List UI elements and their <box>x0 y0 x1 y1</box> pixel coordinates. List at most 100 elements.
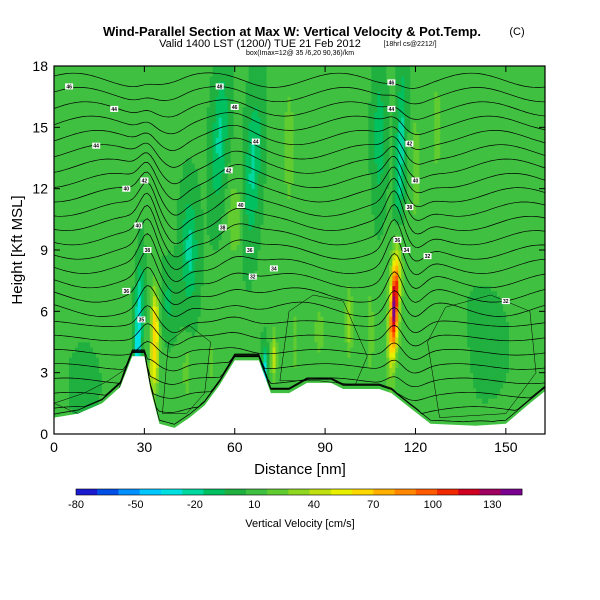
heatmap-cell <box>455 382 459 389</box>
heatmap-cell <box>449 367 453 374</box>
heatmap-cell <box>260 342 264 348</box>
heatmap-cell <box>419 377 423 384</box>
heatmap-cell <box>506 357 510 363</box>
heatmap-cell <box>212 388 217 394</box>
heatmap-cell <box>65 342 70 348</box>
heatmap-cell <box>179 398 184 404</box>
heatmap-cell <box>467 377 471 384</box>
heatmap-cell <box>500 403 504 409</box>
heatmap-cell <box>263 280 267 287</box>
heatmap-cell <box>470 382 474 389</box>
heatmap-cell <box>440 342 444 348</box>
heatmap-cell <box>479 301 483 307</box>
heatmap-cell <box>125 321 130 328</box>
heatmap-cell <box>77 393 82 399</box>
heatmap-cell <box>164 403 169 409</box>
heatmap-cell <box>155 290 160 297</box>
heatmap-cell <box>179 316 184 322</box>
heatmap-cell <box>530 382 534 389</box>
heatmap-cell <box>149 377 154 384</box>
heatmap-cell <box>389 316 393 322</box>
heatmap-cell <box>107 301 112 307</box>
heatmap-cell <box>134 306 139 312</box>
heatmap-cell <box>404 331 408 338</box>
heatmap-cell <box>335 352 339 358</box>
heatmap-cell <box>152 331 157 338</box>
heatmap-cell <box>485 285 489 292</box>
heatmap-cell <box>389 347 393 353</box>
heatmap-cell <box>416 393 420 399</box>
heatmap-cell <box>518 285 522 292</box>
heatmap-cell <box>407 393 411 399</box>
heatmap-cell <box>386 342 390 348</box>
heatmap-cell <box>413 280 417 287</box>
heatmap-cell <box>311 362 315 368</box>
heatmap-cell <box>419 290 423 297</box>
heatmap-cell <box>104 362 109 368</box>
heatmap-cell <box>173 408 178 414</box>
heatmap-cell <box>113 372 118 379</box>
heatmap-cell <box>89 382 94 389</box>
heatmap-cell <box>227 301 231 307</box>
heatmap-cell <box>203 290 208 297</box>
heatmap-cell <box>473 290 477 297</box>
heatmap-cell <box>494 342 498 348</box>
heatmap-cell <box>446 382 450 389</box>
heatmap-cell <box>380 280 384 287</box>
heatmap-cell <box>407 290 411 297</box>
heatmap-cell <box>251 311 255 317</box>
heatmap-cell <box>389 311 393 317</box>
heatmap-cell <box>263 326 267 333</box>
heatmap-cell <box>380 321 384 328</box>
heatmap-cell <box>83 388 88 394</box>
heatmap-cell <box>68 321 73 328</box>
heatmap-cell <box>374 301 378 307</box>
heatmap-cell <box>263 316 267 322</box>
heatmap-cell <box>476 403 480 409</box>
heatmap-cell <box>476 306 480 312</box>
heatmap-cell <box>461 342 465 348</box>
heatmap-cell <box>101 342 106 348</box>
heatmap-cell <box>143 342 148 348</box>
heatmap-cell <box>206 296 211 302</box>
heatmap-cell <box>503 388 507 394</box>
heatmap-cell <box>233 311 237 317</box>
heatmap-cell <box>212 331 217 338</box>
heatmap-cell <box>458 285 462 292</box>
heatmap-cell <box>374 296 378 302</box>
heatmap-cell <box>521 285 525 292</box>
heatmap-cell <box>506 377 510 384</box>
heatmap-cell <box>314 342 318 348</box>
heatmap-cell <box>437 393 441 399</box>
heatmap-cell <box>215 321 220 328</box>
heatmap-cell <box>263 347 267 353</box>
heatmap-cell <box>515 290 519 297</box>
heatmap-cell <box>527 311 531 317</box>
heatmap-cell <box>371 316 375 322</box>
heatmap-cell <box>134 326 139 333</box>
heatmap-cell <box>173 413 178 420</box>
heatmap-cell <box>110 326 115 333</box>
heatmap-cell <box>251 296 255 302</box>
heatmap-cell <box>65 336 70 343</box>
heatmap-cell <box>332 296 336 302</box>
heatmap-cell <box>104 321 109 328</box>
heatmap-cell <box>311 342 315 348</box>
heatmap-cell <box>191 398 196 404</box>
heatmap-cell <box>407 377 411 384</box>
heatmap-cell <box>320 285 324 292</box>
heatmap-cell <box>410 362 414 368</box>
heatmap-cell <box>461 285 465 292</box>
heatmap-cell <box>56 321 61 328</box>
heatmap-cell <box>83 301 88 307</box>
heatmap-cell <box>245 311 249 317</box>
heatmap-cell <box>239 357 243 363</box>
heatmap-cell <box>74 377 79 384</box>
heatmap-cell <box>230 285 234 292</box>
heatmap-cell <box>188 377 193 384</box>
heatmap-cell <box>422 316 426 322</box>
heatmap-cell <box>74 296 79 302</box>
heatmap-cell <box>341 367 345 374</box>
heatmap-cell <box>353 372 357 379</box>
heatmap-cell <box>233 321 237 328</box>
